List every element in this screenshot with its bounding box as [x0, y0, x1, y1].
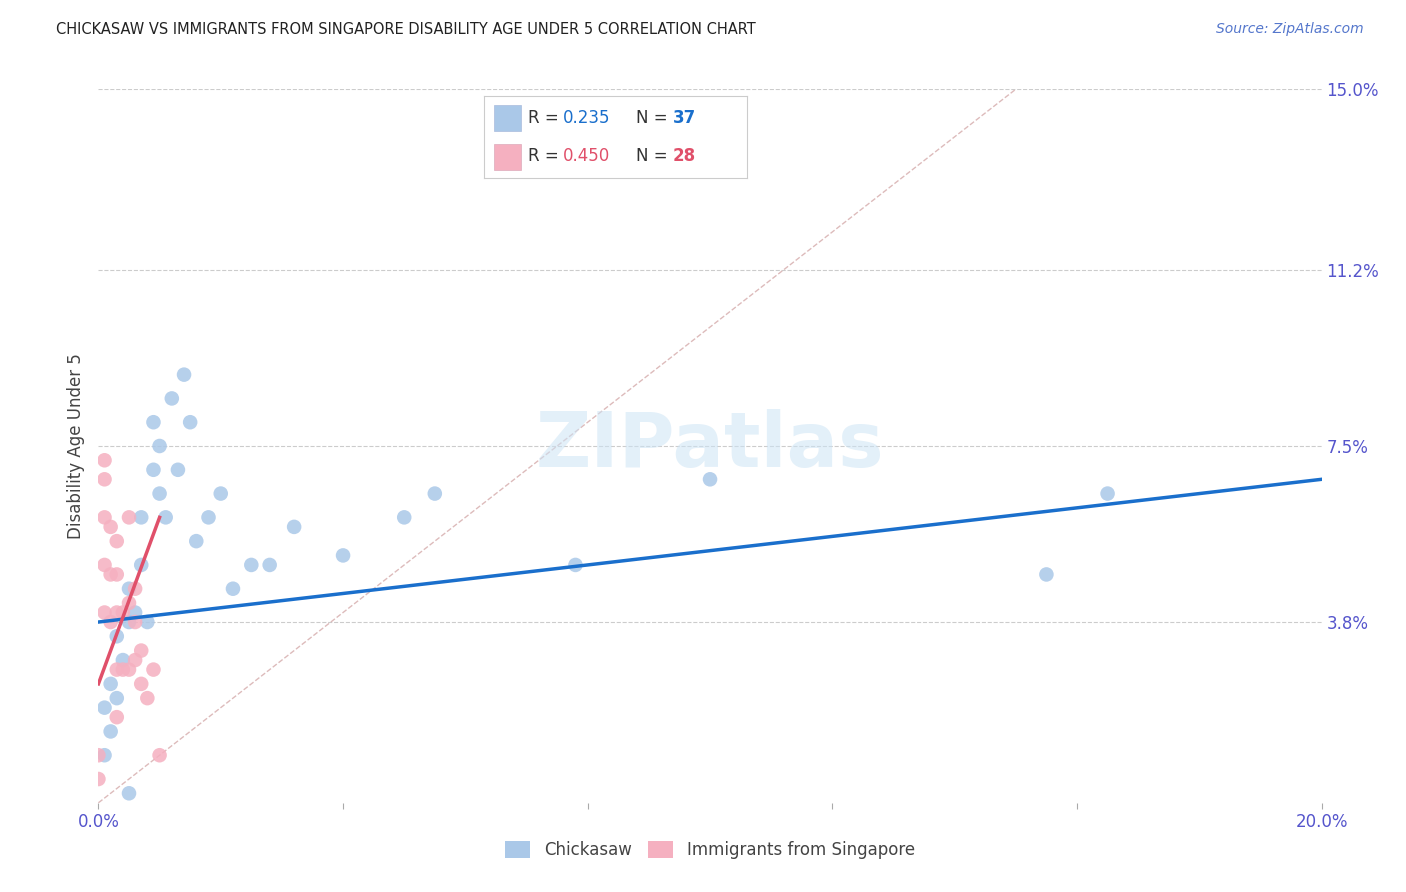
Point	[179, 415, 201, 429]
Point	[173, 368, 195, 382]
Point	[149, 439, 172, 453]
Point	[699, 472, 721, 486]
Point	[142, 463, 165, 477]
Point	[136, 615, 159, 629]
Point	[105, 691, 128, 706]
Point	[160, 392, 183, 406]
Point	[1097, 486, 1119, 500]
Point	[124, 582, 146, 596]
Point	[149, 486, 172, 500]
Text: CHICKASAW VS IMMIGRANTS FROM SINGAPORE DISABILITY AGE UNDER 5 CORRELATION CHART: CHICKASAW VS IMMIGRANTS FROM SINGAPORE D…	[56, 22, 756, 37]
Point	[111, 606, 134, 620]
Point	[93, 748, 115, 763]
Point	[93, 472, 115, 486]
Point	[100, 520, 122, 534]
Point	[167, 463, 190, 477]
Point	[118, 596, 141, 610]
Point	[100, 677, 122, 691]
Point	[105, 534, 128, 549]
Point	[111, 663, 134, 677]
Text: Source: ZipAtlas.com: Source: ZipAtlas.com	[1216, 22, 1364, 37]
Point	[100, 567, 122, 582]
Point	[118, 510, 141, 524]
Point	[332, 549, 354, 563]
Point	[105, 606, 128, 620]
Point	[392, 510, 416, 524]
Point	[136, 691, 159, 706]
Point	[105, 567, 128, 582]
Point	[87, 748, 110, 763]
Point	[222, 582, 245, 596]
Point	[105, 710, 128, 724]
Point	[564, 558, 586, 572]
Text: ZIPatlas: ZIPatlas	[536, 409, 884, 483]
Point	[186, 534, 208, 549]
Point	[209, 486, 232, 500]
Point	[129, 510, 152, 524]
Point	[197, 510, 219, 524]
Point	[118, 615, 141, 629]
Point	[124, 653, 146, 667]
Point	[105, 629, 128, 643]
Point	[1035, 567, 1057, 582]
Point	[423, 486, 446, 500]
Point	[105, 663, 128, 677]
Point	[118, 663, 141, 677]
Y-axis label: Disability Age Under 5: Disability Age Under 5	[66, 353, 84, 539]
Point	[240, 558, 263, 572]
Point	[124, 606, 146, 620]
Point	[118, 786, 141, 800]
Point	[129, 677, 152, 691]
Point	[129, 558, 152, 572]
Point	[93, 453, 115, 467]
Point	[142, 663, 165, 677]
Point	[283, 520, 305, 534]
Point	[100, 724, 122, 739]
Point	[93, 510, 115, 524]
Point	[129, 643, 152, 657]
Point	[124, 615, 146, 629]
Point	[155, 510, 177, 524]
Point	[118, 582, 141, 596]
Point	[93, 700, 115, 714]
Point	[100, 615, 122, 629]
Point	[87, 772, 110, 786]
Legend: Chickasaw, Immigrants from Singapore: Chickasaw, Immigrants from Singapore	[499, 834, 921, 866]
Point	[93, 606, 115, 620]
Point	[149, 748, 172, 763]
Point	[93, 558, 115, 572]
Point	[259, 558, 281, 572]
Point	[142, 415, 165, 429]
Point	[111, 653, 134, 667]
